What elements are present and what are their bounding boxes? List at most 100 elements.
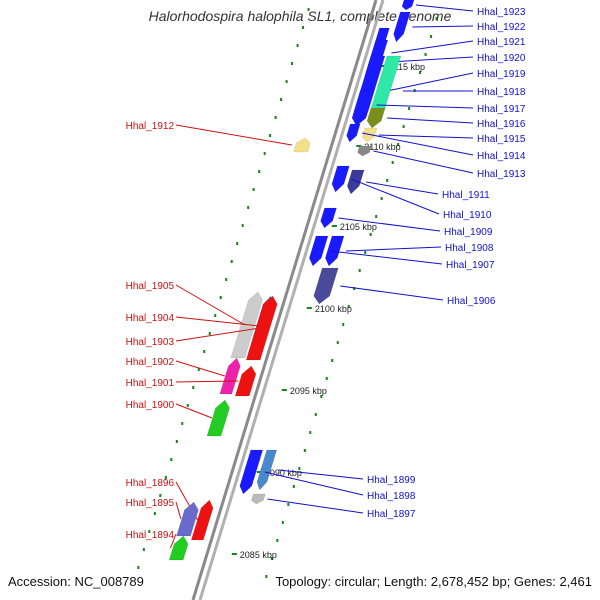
forward-gene-label: Hhal_1901 [126, 378, 175, 389]
topology-text: Topology: circular; Length: 2,678,452 bp… [275, 574, 592, 589]
reverse-gene-block [361, 127, 378, 143]
kbp-tick-label: 2090 kbp [265, 468, 302, 478]
forward-gene-leader [170, 533, 177, 549]
reverse-gene-block [313, 267, 339, 305]
reverse-gene-block [357, 145, 372, 157]
reverse-gene-leader [362, 132, 474, 156]
tick-dot-left [274, 116, 277, 119]
reverse-gene-label: Hhal_1923 [477, 7, 526, 18]
reverse-gene-block [393, 11, 411, 43]
tick-dot-right [265, 575, 268, 578]
reverse-gene-block [366, 107, 386, 129]
reverse-gene-block [331, 165, 350, 193]
forward-gene-label: Hhal_1900 [126, 400, 175, 411]
tick-dot-left [159, 494, 162, 497]
tick-dot-left [175, 440, 178, 443]
reverse-gene-leader [376, 104, 474, 109]
reverse-gene-label: Hhal_1911 [442, 190, 490, 201]
kbp-tick-label: 2095 kbp [290, 386, 327, 396]
forward-gene-label: Hhal_1905 [126, 281, 175, 292]
tick-dot-left [269, 134, 272, 137]
forward-gene-label: Hhal_1912 [126, 121, 175, 132]
tick-dot-left [230, 260, 233, 263]
backbone-line-right [198, 0, 385, 600]
tick-dot-right [358, 269, 361, 272]
tick-dot-right [303, 449, 306, 452]
tick-dot-left [252, 188, 255, 191]
reverse-gene-block [309, 235, 329, 267]
tick-dot-left [307, 8, 310, 11]
tick-dot-left [142, 548, 145, 551]
forward-gene-label: Hhal_1904 [126, 313, 175, 324]
tick-dot-right [435, 17, 438, 20]
reverse-gene-label: Hhal_1921 [477, 37, 526, 48]
reverse-gene-leader [387, 117, 474, 124]
forward-gene-label: Hhal_1895 [126, 498, 175, 509]
forward-gene-leader [175, 316, 260, 327]
backbone-line-left [191, 0, 378, 600]
tick-dot-left [137, 566, 140, 569]
forward-gene-leader [175, 501, 182, 520]
reverse-gene-label: Hhal_1908 [445, 243, 494, 254]
tick-dot-left [148, 530, 151, 533]
reverse-gene-label: Hhal_1899 [367, 475, 416, 486]
reverse-gene-block [325, 235, 345, 267]
forward-gene-leader [175, 284, 246, 326]
kbp-tick-label: 2105 kbp [340, 222, 377, 232]
tick-dot-left [302, 26, 305, 29]
reverse-gene-leader [264, 471, 364, 496]
tick-dot-right [402, 125, 405, 128]
reverse-gene-label: Hhal_1916 [477, 119, 526, 130]
reverse-gene-block [239, 449, 264, 495]
tick-dot-left [291, 62, 294, 65]
kbp-tick-label: 2100 kbp [315, 304, 352, 314]
reverse-gene-leader [340, 285, 444, 301]
reverse-gene-block [347, 169, 365, 195]
forward-gene-block [206, 399, 230, 437]
reverse-gene-block [401, 0, 415, 11]
forward-gene-label: Hhal_1894 [126, 530, 175, 541]
tick-dot-right [320, 395, 323, 398]
tick-dot-left [236, 242, 239, 245]
tick-dot-left [296, 44, 299, 47]
tick-dot-left [225, 278, 228, 281]
reverse-gene-leader [351, 178, 440, 215]
tick-dot-left [208, 332, 211, 335]
kbp-tick-label: 2085 kbp [240, 550, 277, 560]
reverse-gene-label: Hhal_1898 [367, 491, 416, 502]
reverse-gene-label: Hhal_1907 [446, 260, 495, 271]
kbp-tick-label: 2110 kbp [364, 142, 400, 152]
reverse-gene-label: Hhal_1918 [477, 87, 526, 98]
tick-dot-right [375, 215, 378, 218]
forward-gene-leader [175, 124, 292, 146]
reverse-gene-block [346, 123, 361, 143]
tick-dot-right [386, 179, 389, 182]
tick-dot-left [203, 350, 206, 353]
reverse-gene-leader [278, 469, 364, 480]
reverse-gene-leader [386, 72, 474, 92]
tick-dot-right [292, 485, 295, 488]
tick-dot-left [285, 80, 288, 83]
forward-gene-block [168, 535, 189, 561]
tick-dot-right [397, 143, 400, 146]
tick-dot-right [336, 341, 339, 344]
tick-dot-right [408, 107, 411, 110]
reverse-gene-leader [329, 250, 443, 265]
tick-dot-left [219, 296, 222, 299]
tick-dot-left [186, 404, 189, 407]
reverse-gene-leader [415, 4, 474, 12]
reverse-gene-block [353, 89, 375, 121]
reverse-gene-block [251, 493, 266, 505]
reverse-gene-leader [345, 246, 442, 252]
accession-text: Accession: NC_008789 [8, 574, 144, 589]
tick-dot-right [353, 287, 356, 290]
forward-gene-block [219, 357, 241, 395]
tick-dot-left [197, 368, 200, 371]
tick-dot-right [309, 431, 312, 434]
tick-dot-right [276, 539, 279, 542]
reverse-gene-label: Hhal_1914 [477, 151, 526, 162]
forward-gene-block [293, 137, 311, 153]
reverse-gene-leader [366, 181, 439, 195]
